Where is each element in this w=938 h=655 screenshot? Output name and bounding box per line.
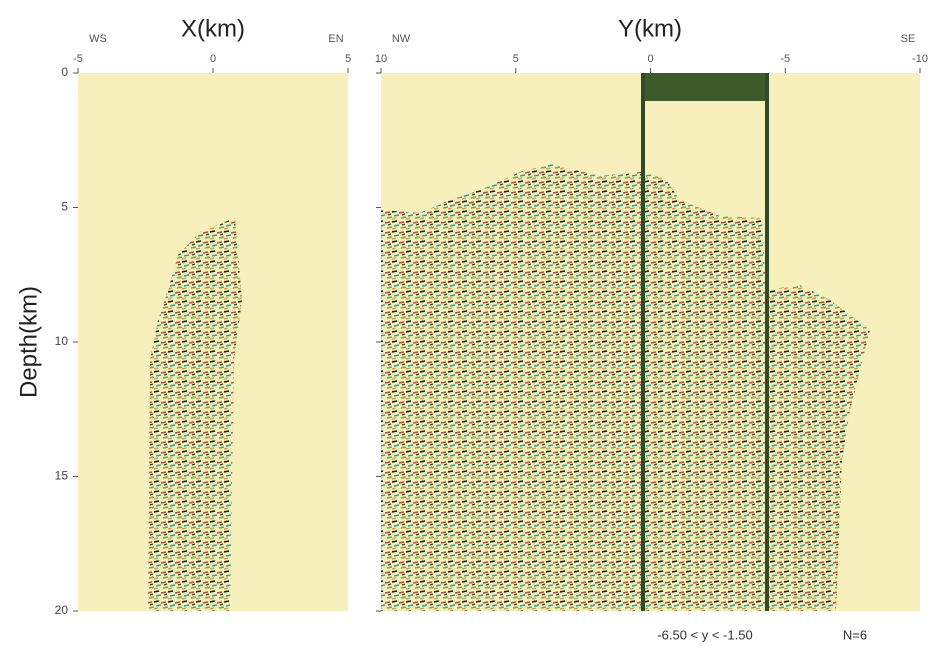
y-axis-label: Depth(km) bbox=[15, 286, 42, 398]
x-tick-label: 0 bbox=[210, 53, 216, 65]
x-tick-label: 10 bbox=[375, 53, 387, 65]
x-tick-label: -10 bbox=[912, 53, 928, 65]
y-tick-label: 20 bbox=[55, 603, 69, 617]
data-region bbox=[148, 218, 242, 611]
y-tick-label: 15 bbox=[55, 469, 69, 483]
panel-title: X(km) bbox=[181, 15, 245, 42]
x-tick-label: -5 bbox=[73, 53, 83, 65]
highlight-bar bbox=[643, 73, 767, 101]
y-tick-label: 10 bbox=[55, 334, 69, 348]
y-tick-label: 5 bbox=[61, 200, 68, 214]
annotation: -6.50 < y < -1.50 bbox=[657, 627, 752, 642]
x-end-label: NW bbox=[392, 33, 411, 45]
y-tick-label: 0 bbox=[61, 65, 68, 79]
x-end-label: SE bbox=[901, 33, 916, 45]
x-tick-label: 0 bbox=[647, 53, 653, 65]
x-end-label: WS bbox=[89, 33, 107, 45]
x-tick-label: 5 bbox=[345, 53, 351, 65]
annotation: N=6 bbox=[843, 627, 867, 642]
x-end-label: EN bbox=[328, 33, 343, 45]
panel-title: Y(km) bbox=[618, 15, 682, 42]
x-tick-label: 5 bbox=[513, 53, 519, 65]
data-region bbox=[381, 164, 870, 611]
x-tick-label: -5 bbox=[780, 53, 790, 65]
